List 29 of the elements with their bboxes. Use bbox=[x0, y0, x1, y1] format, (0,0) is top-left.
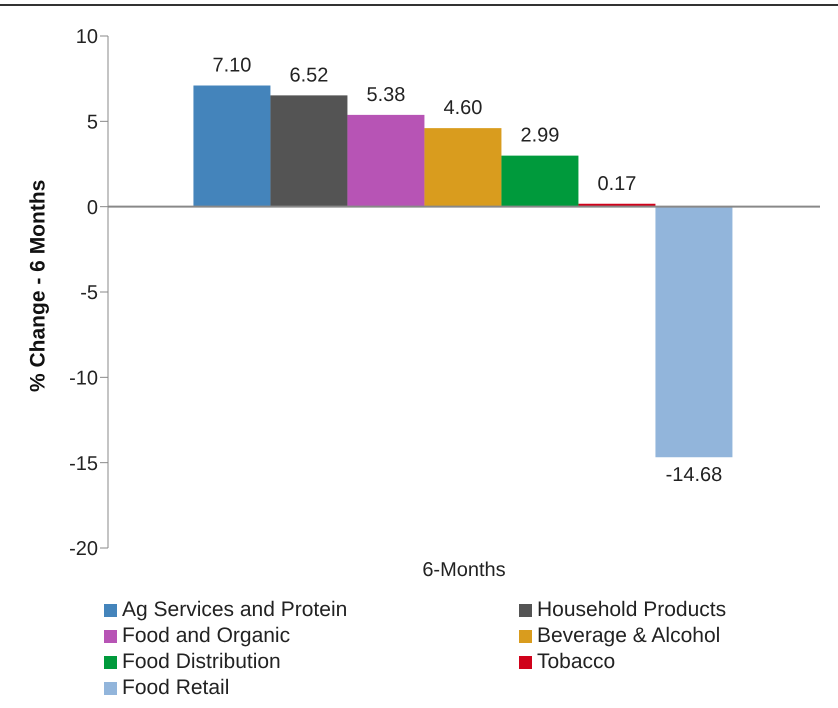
bar bbox=[501, 156, 578, 207]
y-tick-label: -5 bbox=[80, 282, 98, 304]
legend-label: Ag Services and Protein bbox=[122, 598, 348, 622]
y-tick-label: 10 bbox=[76, 26, 98, 48]
x-tick-label: 6-Months bbox=[422, 559, 506, 582]
y-tick-label: -20 bbox=[69, 538, 98, 560]
data-label: 5.38 bbox=[366, 84, 406, 106]
bar bbox=[424, 128, 502, 207]
legend-label: Beverage & Alcohol bbox=[537, 624, 720, 648]
legend-label: Food Retail bbox=[122, 676, 230, 700]
data-label: 4.60 bbox=[443, 97, 482, 120]
data-label: 2.99 bbox=[520, 124, 560, 147]
legend-label: Household Products bbox=[537, 598, 726, 622]
bar bbox=[270, 95, 348, 207]
bar bbox=[193, 85, 270, 207]
y-axis-title: % Change - 6 Months bbox=[26, 180, 50, 392]
legend-label: Food and Organic bbox=[122, 624, 290, 648]
legend-label: Food Distribution bbox=[122, 650, 281, 674]
legend-label: Tobacco bbox=[537, 650, 616, 674]
y-tick-label: -10 bbox=[69, 367, 98, 390]
y-tick-label: 0 bbox=[86, 196, 98, 219]
bar bbox=[655, 206, 732, 458]
y-tick-label: 5 bbox=[86, 111, 98, 134]
data-label: 6.52 bbox=[289, 64, 328, 86]
y-tick-label: -15 bbox=[69, 452, 98, 475]
data-label: 0.17 bbox=[597, 172, 636, 195]
bar bbox=[347, 114, 424, 207]
data-label: 7.10 bbox=[212, 54, 252, 76]
data-label: -14.68 bbox=[666, 464, 722, 486]
